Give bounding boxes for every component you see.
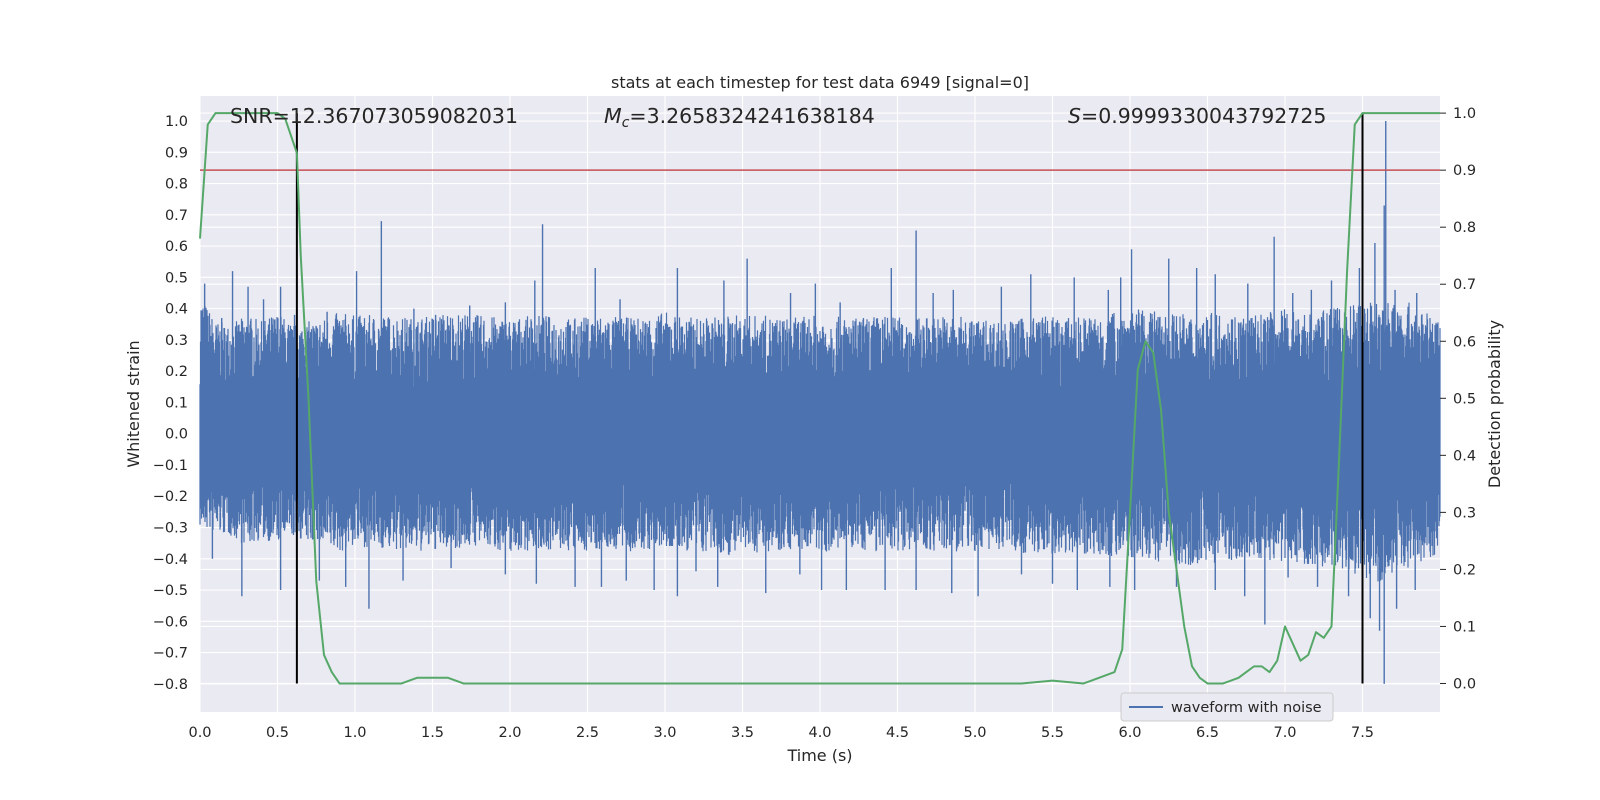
- y-tick-label-left: −0.6: [153, 614, 188, 630]
- score-value: =0.9999330043792725: [1081, 104, 1326, 128]
- y-tick-label-left: 0.9: [165, 145, 188, 161]
- y-tick-label-left: 0.0: [165, 427, 188, 443]
- y-tick-label-right: 0.0: [1453, 676, 1476, 692]
- x-tick-label: 6.0: [1118, 725, 1141, 741]
- y-tick-label-left: 0.5: [165, 270, 188, 286]
- x-tick-label: 4.0: [808, 725, 831, 741]
- y-tick-label-left: −0.5: [153, 583, 188, 599]
- legend: waveform with noise: [1120, 692, 1334, 722]
- x-tick-label: 7.5: [1351, 725, 1374, 741]
- waveform-band: [199, 302, 1441, 582]
- y-tick-label-right: 0.8: [1453, 220, 1476, 236]
- y-tick-label-left: −0.8: [153, 677, 188, 693]
- y-axis-label: Whitened strain: [124, 340, 143, 467]
- y-tick-label-left: −0.2: [153, 489, 188, 505]
- y-tick-label-left: 0.6: [165, 239, 188, 255]
- x-tick-label: 4.5: [886, 725, 909, 741]
- probability-series: [199, 112, 1440, 685]
- score-annotation: S=0.9999330043792725: [1068, 104, 1326, 128]
- right-y-ticks: 1.0 0.9 0.8 0.7 0.6 0.5 0.4 0.3 0.2 0.1 0.0: [1440, 106, 1476, 692]
- legend-box: [1120, 692, 1334, 722]
- y-tick-label-left: −0.4: [153, 552, 188, 568]
- chirp-mass-value: =3.2658324241638184: [629, 104, 874, 128]
- y-tick-label-right: 0.3: [1453, 505, 1476, 521]
- y-tick-label-right: 0.5: [1453, 391, 1476, 407]
- vertical-markers: [295, 113, 1364, 684]
- left-y-ticks: 1.0 0.9 0.8 0.7 0.6 0.5 0.4 0.3 0.2 0.1 0.0 −0.1 −0.…: [153, 114, 188, 693]
- waveform-series: [199, 121, 1441, 684]
- x-tick-label: 3.5: [731, 725, 754, 741]
- y-tick-label-right: 0.1: [1453, 619, 1476, 635]
- y-tick-label-left: −0.3: [153, 521, 188, 537]
- x-tick-label: 3.0: [653, 725, 676, 741]
- x-tick-label: 1.5: [421, 725, 444, 741]
- x-tick-label: 5.5: [1041, 725, 1064, 741]
- x-tick-label: 2.5: [576, 725, 599, 741]
- chart-title: stats at each timestep for test data 694…: [611, 73, 1029, 92]
- x-tick-label: 1.0: [343, 725, 366, 741]
- legend-entry-waveform: waveform with noise: [1171, 700, 1322, 716]
- x-tick-label: 0.5: [266, 725, 289, 741]
- snr-annotation: SNR=12.367073059082031: [230, 104, 518, 128]
- x-tick-label: 0.0: [188, 725, 211, 741]
- y-tick-label-right: 0.2: [1453, 562, 1476, 578]
- y-axis-label-right: Detection probability: [1485, 320, 1504, 488]
- y-tick-label-left: −0.7: [153, 646, 188, 662]
- y-tick-label-left: 0.2: [165, 364, 188, 380]
- y-tick-label-left: −0.1: [153, 458, 188, 474]
- y-tick-label-right: 0.4: [1453, 448, 1476, 464]
- y-tick-label-right: 0.6: [1453, 334, 1476, 350]
- x-tick-label: 6.5: [1196, 725, 1219, 741]
- score-symbol: S: [1068, 104, 1081, 128]
- y-tick-label-left: 0.1: [165, 395, 188, 411]
- y-tick-label-left: 0.8: [165, 177, 188, 193]
- y-tick-label-left: 0.3: [165, 333, 188, 349]
- x-axis-label: Time (s): [786, 746, 852, 765]
- chirp-mass-symbol: M: [604, 104, 622, 128]
- y-tick-label-right: 0.7: [1453, 277, 1476, 293]
- x-tick-label: 2.0: [498, 725, 521, 741]
- chirp-mass-subscript: c: [622, 115, 630, 131]
- probability-line: [199, 112, 1440, 685]
- x-tick-label: 7.0: [1273, 725, 1296, 741]
- y-tick-label-left: 1.0: [165, 114, 188, 130]
- y-tick-label-left: 0.4: [165, 302, 188, 318]
- y-tick-label-right: 1.0: [1453, 106, 1476, 122]
- y-tick-label-left: 0.7: [165, 208, 188, 224]
- x-ticks: 0.0 0.5 1.0 1.5 2.0 2.5 3.0 3.5 4.0 4.5 5.0 5.5 6.0 6…: [188, 725, 1374, 741]
- x-tick-label: 5.0: [963, 725, 986, 741]
- chirp-mass-annotation: Mc=3.2658324241638184: [604, 104, 875, 131]
- y-tick-label-right: 0.9: [1453, 163, 1476, 179]
